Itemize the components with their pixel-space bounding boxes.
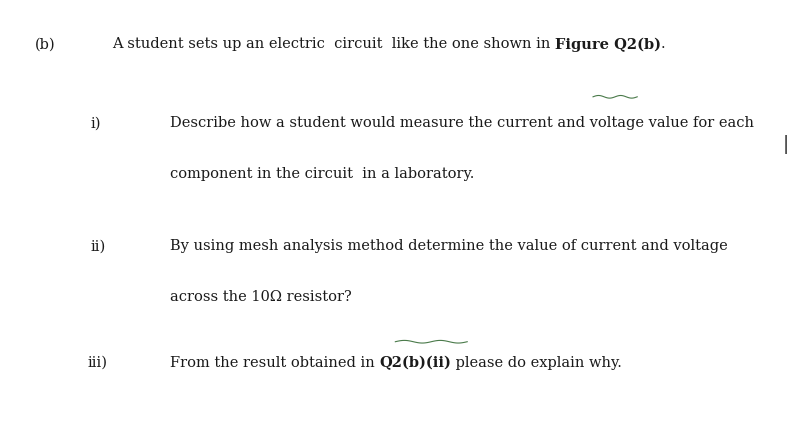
Text: By using mesh analysis method determine the value of current and voltage: By using mesh analysis method determine … bbox=[170, 239, 728, 253]
Text: i): i) bbox=[91, 116, 101, 130]
Text: |: | bbox=[782, 135, 789, 154]
Text: Describe how a student would measure the current and voltage value for each: Describe how a student would measure the… bbox=[170, 116, 754, 130]
Text: please do explain why.: please do explain why. bbox=[451, 355, 622, 369]
Text: Figure Q2(b): Figure Q2(b) bbox=[555, 37, 661, 52]
Text: component in the circuit  in a laboratory.: component in the circuit in a laboratory… bbox=[170, 166, 475, 180]
Text: (b): (b) bbox=[35, 37, 55, 51]
Text: From the result obtained in: From the result obtained in bbox=[170, 355, 379, 369]
Text: Q2(b)(ii): Q2(b)(ii) bbox=[379, 355, 451, 369]
Text: ii): ii) bbox=[91, 239, 106, 253]
Text: A student sets up an electric  circuit  like the one shown in: A student sets up an electric circuit li… bbox=[112, 37, 555, 51]
Text: across the 10Ω resistor?: across the 10Ω resistor? bbox=[170, 289, 352, 303]
Text: iii): iii) bbox=[87, 355, 108, 369]
Text: .: . bbox=[661, 37, 665, 51]
